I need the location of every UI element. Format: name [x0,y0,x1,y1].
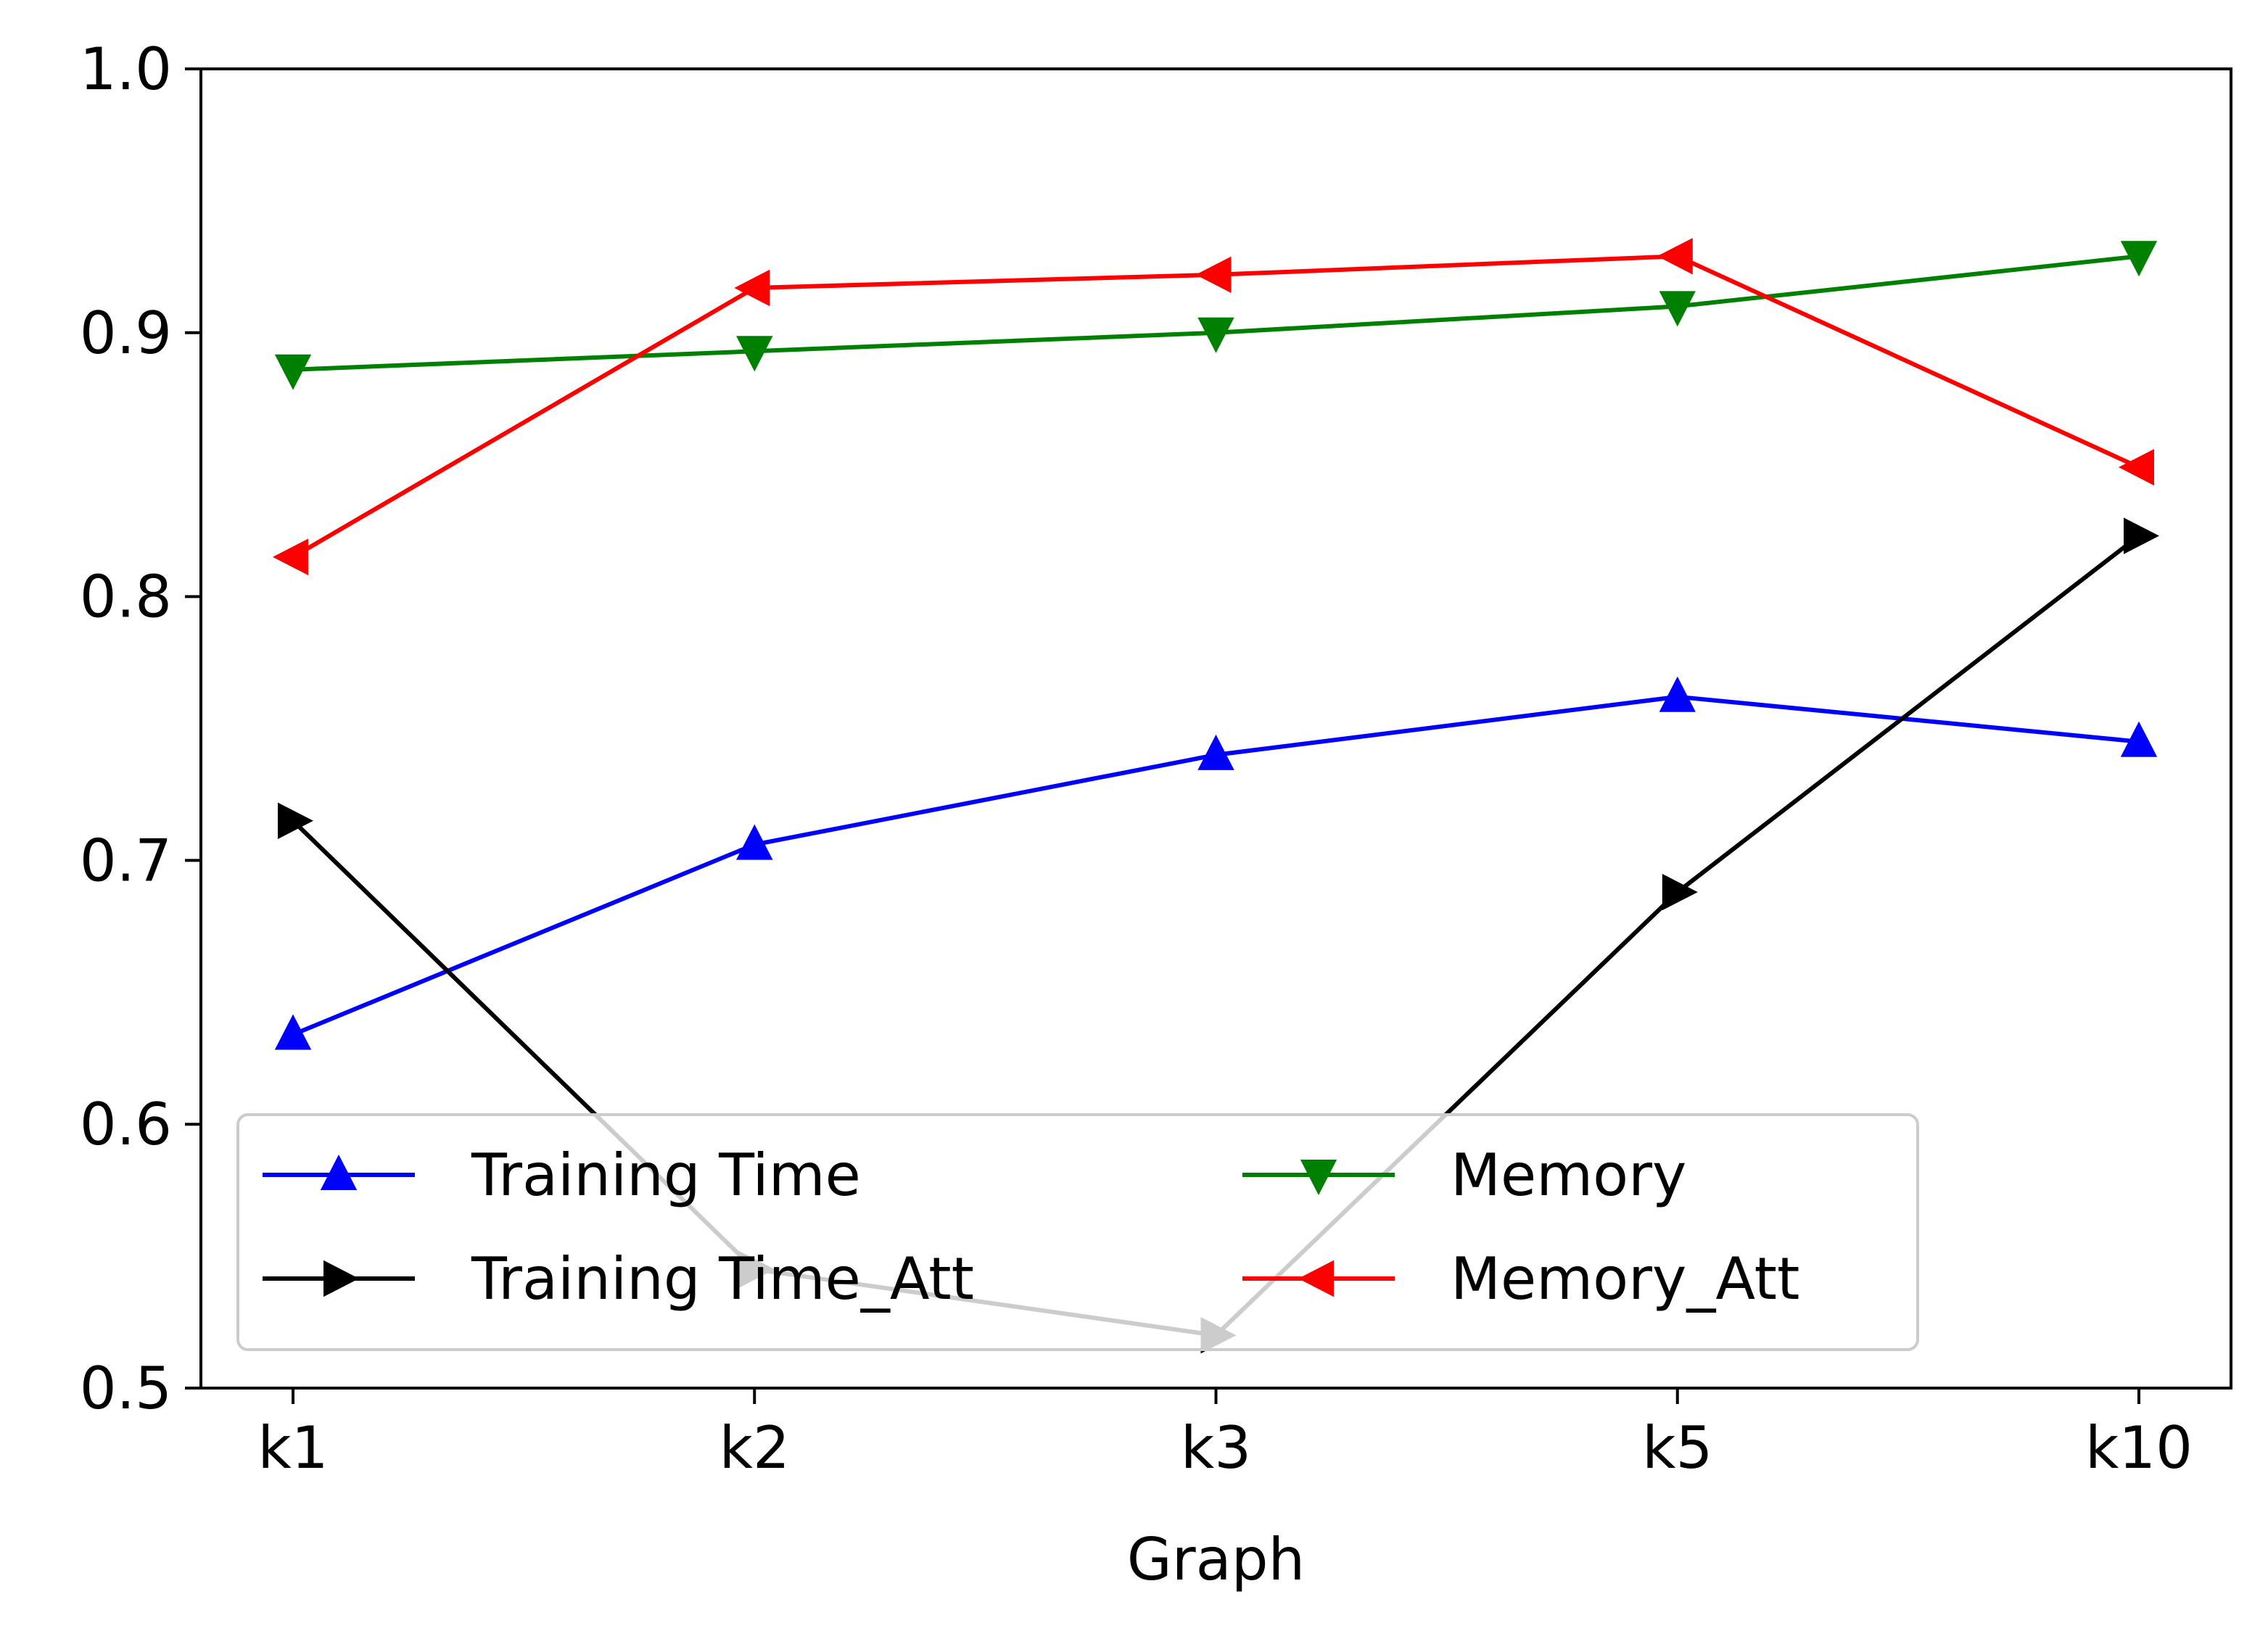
legend-label: Training Time_Att [471,1245,974,1313]
data-point-memory [274,354,312,390]
x-tick-label: k3 [1181,1414,1251,1482]
legend-label: Training Time [471,1141,861,1209]
data-point-memory-att [734,269,770,307]
x-tick-label: k1 [257,1414,328,1482]
data-point-memory-att [1195,256,1232,293]
axes-layer: 0.5 0.6 0.7 0.8 0.9 1.0 k1 k2 k3 k5 k10 [80,36,2193,1482]
data-point-memory [736,336,773,372]
data-point-training-time-att [2124,517,2159,555]
data-point-training-time [274,1014,312,1050]
x-tick-label: k2 [719,1414,790,1482]
y-tick-label: 0.9 [80,300,172,367]
series-memory [274,241,2158,390]
data-point-training-time [736,824,773,860]
y-tick-label: 0.5 [80,1355,172,1422]
data-point-training-time-att [278,802,313,839]
legend-marker [1298,1260,1334,1297]
data-point-training-time-att [1662,873,1698,911]
legend-label: Memory_Att [1451,1245,1799,1313]
legend-item-memory: Memory [1242,1141,1686,1209]
series-training-time [274,676,2158,1050]
data-point-memory [1659,291,1696,327]
data-point-memory-att [2119,449,2154,486]
x-tick-label: k5 [1642,1414,1712,1482]
y-tick-label: 1.0 [80,36,172,103]
legend-marker [323,1260,359,1297]
data-point-training-time [1659,676,1696,712]
y-tick-label: 0.7 [80,827,172,894]
series-line-memory-att [292,254,2140,559]
plot-frame [199,67,2232,1390]
legend-item-training-time-att: Training Time_Att [263,1245,974,1313]
legend-marker [1300,1160,1337,1195]
legend-item-training-time: Training Time [263,1141,861,1209]
y-tick-label: 0.6 [80,1091,172,1158]
data-point-memory [2120,241,2158,277]
data-point-training-time [2120,721,2158,757]
legend-label: Memory [1451,1141,1686,1209]
data-point-training-time [1197,734,1234,770]
data-point-memory [1197,317,1234,353]
legend-item-memory-att: Memory_Att [1242,1245,1799,1313]
series-memory-att [273,238,2154,576]
legend-marker [320,1155,358,1190]
legend-box [236,1113,1919,1351]
legend: Training Time Training Time_Att Memory Memo… [236,1113,1919,1351]
x-tick-label: k10 [2085,1414,2193,1482]
y-tick-label: 0.8 [80,563,172,631]
data-point-memory-att [1657,238,1693,275]
x-axis-label: Graph [1127,1526,1305,1593]
data-point-memory-att [273,538,308,576]
